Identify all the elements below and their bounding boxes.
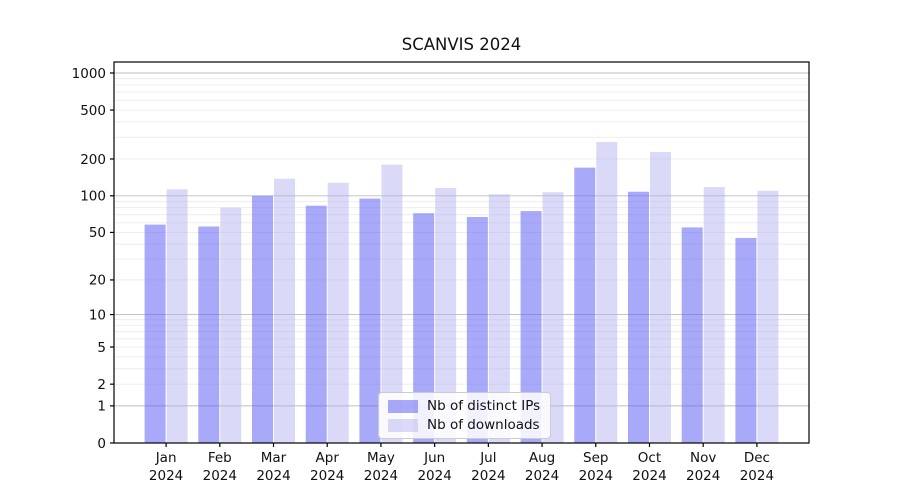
- x-tick-label-year: 2024: [417, 468, 451, 484]
- x-tick-label-year: 2024: [310, 468, 344, 484]
- x-tick-label-month: Dec: [744, 450, 770, 466]
- x-tick-label-year: 2024: [364, 468, 398, 484]
- x-tick-label-year: 2024: [256, 468, 290, 484]
- x-tick-label-month: Jan: [155, 450, 177, 466]
- y-tick-label: 50: [89, 225, 106, 241]
- y-tick-label: 500: [80, 103, 106, 119]
- x-tick-label-month: Oct: [638, 450, 661, 466]
- x-tick-label-month: Apr: [316, 450, 340, 466]
- bar-distinct-ips-aug: [520, 211, 542, 443]
- x-tick-label-month: Mar: [261, 450, 287, 466]
- x-tick-label-year: 2024: [203, 468, 237, 484]
- bar-downloads-may: [381, 164, 403, 443]
- bar-downloads-dec: [757, 190, 779, 443]
- legend-item-distinct-ips: Nb of distinct IPs: [388, 398, 540, 414]
- y-tick-label: 10: [89, 307, 106, 323]
- bar-distinct-ips-jun: [413, 213, 435, 443]
- plot-border: [113, 61, 810, 444]
- x-tick-label-year: 2024: [632, 468, 666, 484]
- x-tick-label-year: 2024: [149, 468, 183, 484]
- bar-distinct-ips-may: [359, 198, 381, 443]
- legend: Nb of distinct IPs Nb of downloads: [378, 392, 552, 439]
- y-tick-label: 0: [97, 436, 106, 452]
- bar-distinct-ips-apr: [305, 205, 327, 443]
- bar-distinct-ips-sep: [574, 167, 596, 444]
- x-tick-label-year: 2024: [740, 468, 774, 484]
- bar-downloads-jun: [435, 187, 457, 443]
- bar-distinct-ips-jan: [144, 224, 166, 443]
- bar-downloads-nov: [703, 187, 725, 443]
- bar-downloads-sep: [596, 141, 618, 444]
- y-tick-label: 200: [80, 152, 106, 168]
- y-tick-label: 20: [89, 273, 106, 289]
- chart-title: SCANVIS 2024: [401, 35, 522, 54]
- bar-distinct-ips-mar: [252, 195, 274, 443]
- x-tick-label-month: Jun: [423, 450, 445, 466]
- bar-distinct-ips-feb: [198, 226, 220, 443]
- bar-distinct-ips-dec: [735, 237, 757, 443]
- legend-swatch-distinct-ips: [388, 399, 418, 413]
- x-tick-label-month: Jul: [479, 450, 496, 466]
- legend-item-downloads: Nb of downloads: [388, 417, 540, 433]
- bar-distinct-ips-oct: [627, 191, 649, 443]
- x-tick-label-month: Feb: [208, 450, 232, 466]
- y-tick-label: 2: [97, 377, 106, 393]
- x-tick-label-month: Aug: [529, 450, 555, 466]
- x-tick-label-year: 2024: [525, 468, 559, 484]
- bar-downloads-apr: [327, 182, 349, 443]
- legend-label-distinct-ips: Nb of distinct IPs: [427, 398, 541, 414]
- legend-swatch-downloads: [388, 418, 418, 432]
- x-tick-label-month: Nov: [690, 450, 716, 466]
- bar-downloads-jul: [488, 194, 510, 443]
- legend-label-downloads: Nb of downloads: [427, 417, 540, 433]
- bar-downloads-oct: [649, 151, 671, 443]
- x-tick-label-year: 2024: [579, 468, 613, 484]
- y-tick-label: 1000: [72, 66, 106, 82]
- bar-downloads-feb: [220, 207, 242, 443]
- x-tick-label-year: 2024: [471, 468, 505, 484]
- y-tick-label: 100: [80, 189, 106, 205]
- bar-downloads-aug: [542, 192, 564, 443]
- y-tick-label: 1: [97, 399, 106, 415]
- bar-distinct-ips-nov: [681, 227, 703, 443]
- y-tick-label: 5: [97, 340, 106, 356]
- bar-distinct-ips-jul: [466, 217, 488, 443]
- x-tick-label-year: 2024: [686, 468, 720, 484]
- x-tick-label-month: Sep: [583, 450, 608, 466]
- x-tick-label-month: May: [367, 450, 395, 466]
- bar-downloads-jan: [166, 189, 188, 443]
- bar-downloads-mar: [274, 178, 296, 443]
